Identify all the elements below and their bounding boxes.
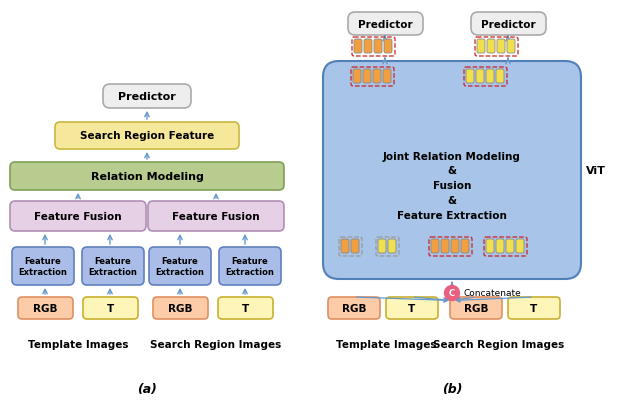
FancyBboxPatch shape	[354, 40, 362, 54]
Text: RGB: RGB	[464, 303, 488, 313]
Text: Feature
Extraction: Feature Extraction	[225, 257, 275, 276]
Text: Predictor: Predictor	[358, 20, 413, 29]
FancyBboxPatch shape	[351, 239, 359, 253]
FancyBboxPatch shape	[497, 40, 505, 54]
FancyBboxPatch shape	[471, 13, 546, 36]
FancyBboxPatch shape	[466, 70, 474, 84]
Text: Feature
Extraction: Feature Extraction	[88, 257, 138, 276]
FancyBboxPatch shape	[516, 239, 524, 253]
Text: Search Region Images: Search Region Images	[433, 339, 564, 349]
Text: RGB: RGB	[342, 303, 366, 313]
Circle shape	[445, 286, 460, 301]
FancyBboxPatch shape	[508, 297, 560, 319]
Text: Feature
Extraction: Feature Extraction	[19, 257, 67, 276]
FancyBboxPatch shape	[218, 297, 273, 319]
Text: Template Images: Template Images	[28, 339, 128, 349]
FancyBboxPatch shape	[507, 40, 515, 54]
FancyBboxPatch shape	[373, 70, 381, 84]
FancyBboxPatch shape	[441, 239, 449, 253]
FancyBboxPatch shape	[82, 247, 144, 285]
Text: T: T	[107, 303, 114, 313]
Text: Predictor: Predictor	[118, 92, 176, 102]
FancyBboxPatch shape	[364, 40, 372, 54]
FancyBboxPatch shape	[477, 40, 485, 54]
FancyBboxPatch shape	[83, 297, 138, 319]
Text: T: T	[242, 303, 249, 313]
FancyBboxPatch shape	[386, 297, 438, 319]
FancyBboxPatch shape	[328, 297, 380, 319]
FancyBboxPatch shape	[323, 62, 581, 279]
Text: Feature Fusion: Feature Fusion	[34, 211, 122, 221]
Text: C: C	[449, 289, 455, 298]
FancyBboxPatch shape	[461, 239, 469, 253]
Text: Search Region Feature: Search Region Feature	[80, 131, 214, 141]
Text: Relation Modeling: Relation Modeling	[91, 172, 204, 182]
FancyBboxPatch shape	[431, 239, 439, 253]
FancyBboxPatch shape	[149, 247, 211, 285]
FancyBboxPatch shape	[18, 297, 73, 319]
FancyBboxPatch shape	[506, 239, 514, 253]
Text: (a): (a)	[137, 382, 157, 395]
Text: RGB: RGB	[168, 303, 193, 313]
FancyBboxPatch shape	[383, 70, 391, 84]
FancyBboxPatch shape	[374, 40, 382, 54]
Text: ViT: ViT	[586, 166, 606, 176]
FancyBboxPatch shape	[363, 70, 371, 84]
FancyBboxPatch shape	[476, 70, 484, 84]
Text: T: T	[531, 303, 538, 313]
Text: Feature Fusion: Feature Fusion	[172, 211, 260, 221]
FancyBboxPatch shape	[378, 239, 386, 253]
FancyBboxPatch shape	[496, 70, 504, 84]
Text: Feature
Extraction: Feature Extraction	[156, 257, 204, 276]
FancyBboxPatch shape	[55, 123, 239, 150]
FancyBboxPatch shape	[486, 70, 494, 84]
Text: Search Region Images: Search Region Images	[150, 339, 282, 349]
FancyBboxPatch shape	[450, 297, 502, 319]
Text: T: T	[408, 303, 415, 313]
FancyBboxPatch shape	[12, 247, 74, 285]
FancyBboxPatch shape	[486, 239, 494, 253]
FancyBboxPatch shape	[384, 40, 392, 54]
FancyBboxPatch shape	[148, 201, 284, 231]
Text: Predictor: Predictor	[481, 20, 536, 29]
FancyBboxPatch shape	[496, 239, 504, 253]
FancyBboxPatch shape	[153, 297, 208, 319]
FancyBboxPatch shape	[353, 70, 361, 84]
FancyBboxPatch shape	[487, 40, 495, 54]
Text: (b): (b)	[442, 382, 462, 395]
Text: Concatenate: Concatenate	[463, 289, 521, 298]
FancyBboxPatch shape	[219, 247, 281, 285]
FancyBboxPatch shape	[348, 13, 423, 36]
Text: Joint Relation Modeling
&
Fusion
&
Feature Extraction: Joint Relation Modeling & Fusion & Featu…	[383, 151, 521, 220]
FancyBboxPatch shape	[388, 239, 396, 253]
FancyBboxPatch shape	[10, 162, 284, 190]
FancyBboxPatch shape	[103, 85, 191, 109]
Text: RGB: RGB	[33, 303, 58, 313]
FancyBboxPatch shape	[10, 201, 146, 231]
Text: Template Images: Template Images	[336, 339, 436, 349]
FancyBboxPatch shape	[451, 239, 459, 253]
FancyBboxPatch shape	[341, 239, 349, 253]
